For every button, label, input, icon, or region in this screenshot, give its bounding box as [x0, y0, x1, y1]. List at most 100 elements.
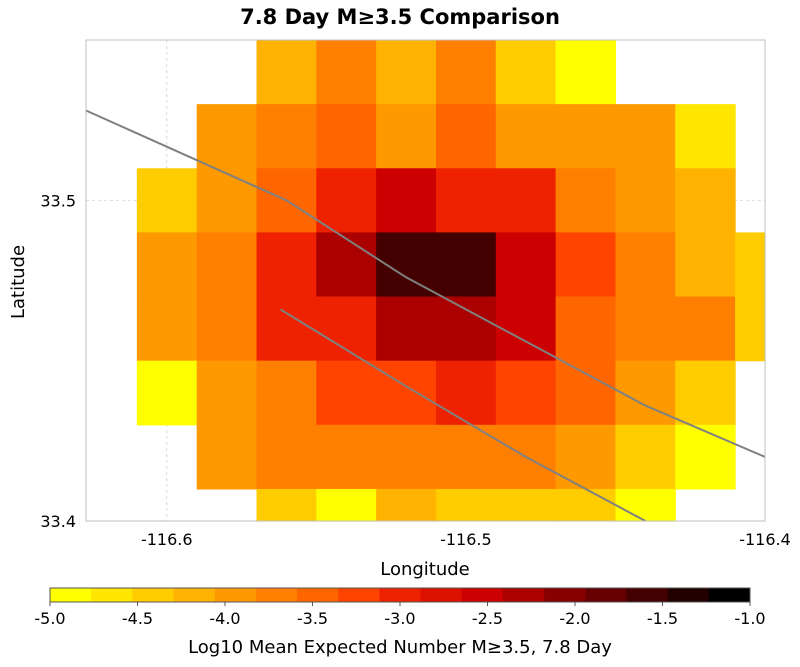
heatmap-cell [435, 296, 497, 362]
x-tick-label: -116.4 [739, 530, 791, 549]
heatmap-cell [675, 104, 736, 169]
heatmap-cell [675, 424, 736, 490]
heatmap-cell [615, 488, 676, 522]
heatmap-cell [316, 168, 377, 233]
heatmap-cell [435, 232, 497, 298]
colorbar-tick-label: -1.5 [647, 609, 678, 628]
heatmap-cell [316, 296, 377, 362]
heatmap-cell [256, 424, 317, 490]
heatmap-cell [376, 488, 437, 522]
colorbar-tick-label: -4.0 [209, 609, 240, 628]
colorbar-tick-label: -5.0 [34, 609, 65, 628]
heatmap-cell [495, 296, 557, 362]
colorbar-swatch [50, 588, 92, 602]
colorbar-tick-label: -3.0 [384, 609, 415, 628]
colorbar-swatch [338, 588, 380, 602]
heatmap-cell [675, 360, 736, 426]
fault-trace-line [85, 109, 766, 458]
heatmap-cell [256, 360, 317, 426]
heatmap-cell [555, 104, 617, 169]
y-tick-label: 33.5 [40, 191, 76, 210]
colorbar-tick-label: -3.5 [297, 609, 328, 628]
heatmap-cell [376, 360, 437, 426]
heatmap-cell [376, 296, 437, 362]
heatmap-cell [376, 424, 437, 490]
heatmap-cell [555, 296, 617, 362]
colorbar-swatch [667, 588, 710, 602]
heatmap-cell [196, 296, 258, 362]
heatmap-cell [136, 232, 198, 298]
heatmap-cell [435, 488, 497, 522]
heatmap-cell [316, 488, 377, 522]
colorbar-tick-label: -4.5 [122, 609, 153, 628]
heatmap-cell [495, 40, 557, 105]
heatmap-cell [376, 168, 437, 233]
colorbar-swatch [585, 588, 627, 602]
heatmap-cell [495, 232, 557, 298]
colorbar-swatch [379, 588, 422, 602]
heatmap-cell [435, 40, 497, 105]
colorbar-swatch [420, 588, 463, 602]
heatmap-cell [555, 360, 617, 426]
colorbar-swatch [544, 588, 586, 602]
colorbar-label: Log10 Mean Expected Number M≥3.5, 7.8 Da… [188, 637, 612, 658]
colorbar-swatch [626, 588, 669, 602]
plot-area [85, 39, 766, 522]
x-axis-ticks: -116.6 -116.5 -116.4 [141, 530, 791, 549]
colorbar-tick-label: -1.0 [734, 609, 765, 628]
heatmap-cell [555, 488, 617, 522]
heatmap-cell [615, 296, 676, 362]
heatmap-cell [136, 296, 198, 362]
y-tick-label: 33.4 [40, 512, 76, 531]
heatmap-cell [316, 360, 377, 426]
heatmap-cell [555, 424, 617, 490]
heatmap-cell [735, 296, 766, 362]
heatmap-cell [256, 232, 317, 298]
heatmap-cells [136, 40, 766, 522]
colorbar-swatch [173, 588, 216, 602]
heatmap-cell [256, 104, 317, 169]
heatmap-cell [196, 424, 258, 490]
heatmap-cell [376, 40, 437, 105]
colorbar-swatch [132, 588, 175, 602]
colorbar-ticks: -5.0 -4.5 -4.0 -3.5 -3.0 -2.5 -2.0 -1.5 -1.0 [34, 602, 766, 628]
chart-title: 7.8 Day M≥3.5 Comparison [240, 5, 560, 29]
heatmap-cell [196, 104, 258, 169]
heatmap-cell [555, 232, 617, 298]
heatmap-cell [615, 232, 676, 298]
heatmap-cell [495, 168, 557, 233]
heatmap-cell [196, 360, 258, 426]
x-tick-label: -116.6 [141, 530, 193, 549]
heatmap-cell [316, 104, 377, 169]
heatmap-cell [435, 424, 497, 490]
heatmap-cell [316, 232, 377, 298]
heatmap-cell [316, 424, 377, 490]
heatmap-cell [435, 360, 497, 426]
colorbar-tick-label: -2.5 [472, 609, 503, 628]
heatmap-cell [615, 424, 676, 490]
heatmap-cell [136, 360, 198, 426]
y-axis-ticks: 33.4 33.5 [40, 191, 76, 531]
x-tick-label: -116.5 [440, 530, 492, 549]
heatmap-cell [256, 40, 317, 105]
heatmap-cell [256, 296, 317, 362]
colorbar-swatch [91, 588, 133, 602]
colorbar-swatch [255, 588, 298, 602]
colorbar-tick-label: -2.0 [559, 609, 590, 628]
heatmap-cell [256, 488, 317, 522]
colorbar-swatch [297, 588, 339, 602]
colorbar-swatch [502, 588, 545, 602]
heatmap-cell [615, 104, 676, 169]
fault-trace-line [279, 308, 646, 522]
heatmap-cell [555, 168, 617, 233]
colorbar-swatch [708, 588, 751, 602]
colorbar-swatch [461, 588, 504, 602]
colorbar [49, 587, 751, 603]
heatmap-cell [136, 168, 198, 233]
heatmap-cell [376, 104, 437, 169]
heatmap-cell [675, 168, 736, 233]
heatmap-cell [555, 40, 617, 105]
heatmap-cell [316, 40, 377, 105]
heatmap-cell [615, 168, 676, 233]
